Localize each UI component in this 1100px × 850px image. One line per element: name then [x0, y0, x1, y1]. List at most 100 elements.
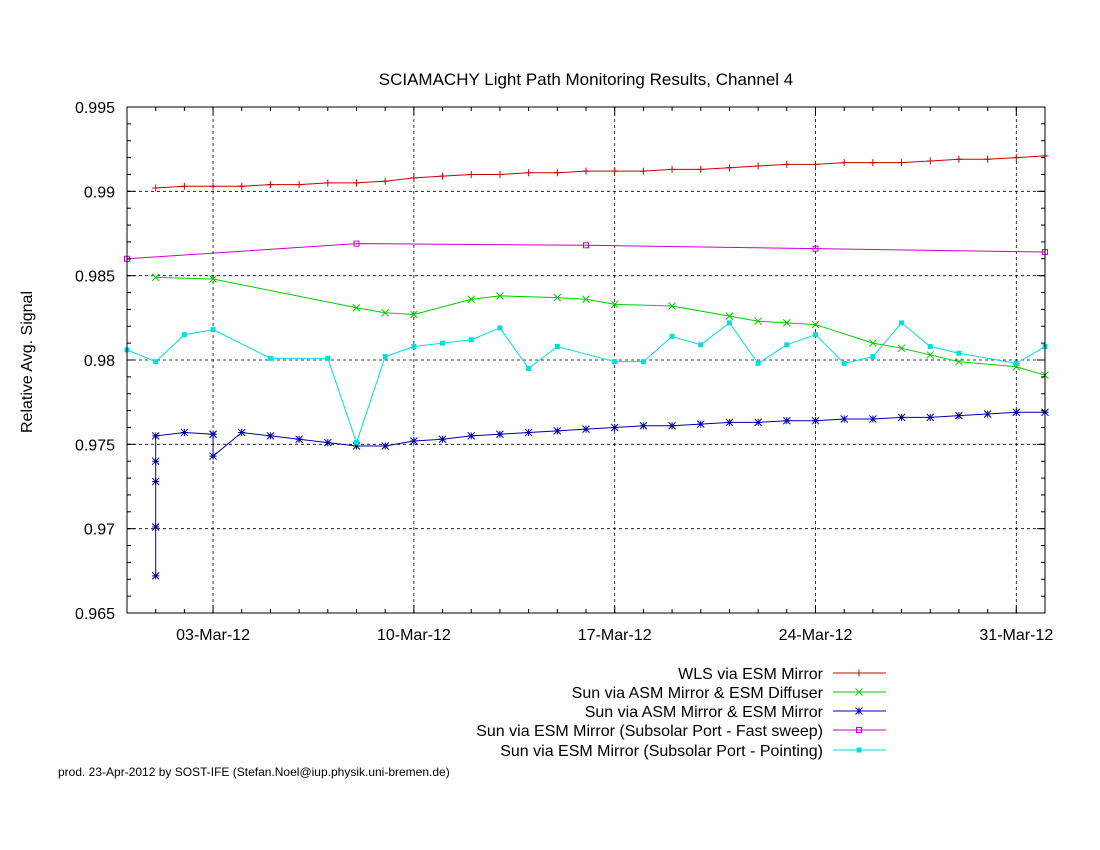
- data-point: [639, 167, 647, 175]
- series-line: [155, 411, 1045, 576]
- data-point: [926, 157, 934, 165]
- x-tick-label: 31-Mar-12: [979, 627, 1053, 644]
- data-point: [468, 337, 474, 343]
- data-point: [926, 413, 935, 422]
- data-point: [525, 169, 533, 177]
- data-point: [784, 342, 790, 348]
- data-point: [841, 360, 847, 366]
- data-point: [1012, 408, 1021, 417]
- series-line: [126, 243, 1046, 260]
- series: [152, 152, 1049, 192]
- legend-label: Sun via ESM Mirror (Subsolar Port - Fast…: [476, 723, 823, 740]
- data-point: [639, 421, 648, 430]
- data-point: [725, 418, 734, 427]
- data-point: [467, 295, 476, 304]
- data-point: [983, 410, 992, 418]
- x-tick-label: 24-Mar-12: [779, 627, 853, 644]
- data-point: [266, 432, 275, 440]
- legend-entry: Sun via ESM Mirror (Subsolar Port - Fast…: [476, 723, 886, 740]
- data-point: [582, 167, 590, 175]
- data-point: [870, 354, 876, 360]
- data-point: [811, 416, 820, 425]
- data-point: [782, 319, 791, 327]
- data-point: [467, 432, 476, 440]
- data-point: [955, 411, 963, 420]
- data-point: [266, 181, 274, 189]
- data-point: [856, 747, 862, 753]
- data-point: [151, 572, 160, 580]
- data-point: [869, 159, 877, 167]
- y-tick-label: 0.97: [84, 522, 115, 539]
- data-point: [496, 430, 504, 439]
- data-point: [526, 365, 532, 371]
- data-point: [553, 169, 561, 177]
- y-tick-label: 0.985: [75, 269, 115, 286]
- data-point: [438, 435, 447, 444]
- data-point: [180, 428, 189, 437]
- data-point: [840, 159, 848, 167]
- data-point: [612, 359, 618, 365]
- data-point: [151, 432, 160, 440]
- data-point: [1012, 154, 1020, 162]
- data-point: [813, 332, 818, 338]
- data-point: [926, 351, 935, 359]
- data-point: [610, 300, 619, 309]
- legend-entry: Sun via ESM Mirror (Subsolar Port - Poin…: [500, 743, 886, 760]
- data-point: [382, 354, 388, 360]
- legend-entry: WLS via ESM Mirror: [678, 666, 886, 683]
- data-point: [640, 359, 646, 365]
- data-point: [811, 320, 820, 329]
- data-point: [381, 442, 390, 450]
- data-point: [611, 167, 619, 175]
- data-point: [295, 435, 303, 444]
- data-point: [725, 312, 734, 321]
- x-tick-label: 03-Mar-12: [176, 627, 250, 644]
- data-point: [1013, 360, 1019, 366]
- data-point: [181, 332, 187, 338]
- data-point: [897, 413, 906, 422]
- data-point: [553, 293, 562, 302]
- data-point: [855, 707, 863, 715]
- data-point: [381, 177, 389, 185]
- data-point: [151, 477, 160, 486]
- data-point: [209, 430, 217, 439]
- data-point: [669, 333, 675, 339]
- y-tick-label: 0.965: [75, 606, 115, 623]
- data-point: [869, 415, 877, 423]
- data-point: [583, 242, 589, 249]
- data-point: [726, 320, 732, 326]
- data-point: [210, 327, 216, 333]
- data-point: [755, 360, 761, 366]
- data-point: [855, 688, 863, 696]
- data-point: [151, 273, 160, 282]
- data-point: [381, 308, 390, 317]
- grid: [127, 107, 1045, 613]
- data-point: [180, 182, 188, 190]
- data-point: [496, 292, 504, 300]
- data-point: [840, 415, 849, 423]
- data-point: [238, 182, 246, 190]
- data-point: [927, 344, 933, 350]
- x-tick-label: 10-Mar-12: [377, 627, 451, 644]
- series-line: [126, 322, 1046, 445]
- chart-title: SCIAMACHY Light Path Monitoring Results,…: [379, 70, 794, 89]
- data-point: [668, 421, 676, 430]
- series: [151, 273, 1049, 380]
- data-point: [754, 162, 762, 170]
- data-point: [524, 428, 533, 437]
- data-point: [754, 418, 762, 427]
- data-point: [410, 437, 418, 445]
- data-point: [496, 170, 504, 178]
- data-point: [955, 155, 963, 163]
- series: [124, 320, 1048, 446]
- data-point: [869, 339, 877, 347]
- y-tick-label: 0.99: [84, 184, 115, 201]
- data-point: [497, 325, 503, 331]
- data-point: [554, 344, 560, 350]
- data-point: [898, 159, 906, 167]
- data-point: [153, 359, 159, 365]
- data-point: [295, 181, 303, 189]
- series: [124, 240, 1048, 262]
- y-tick-label: 0.98: [84, 353, 115, 370]
- data-point: [668, 302, 676, 310]
